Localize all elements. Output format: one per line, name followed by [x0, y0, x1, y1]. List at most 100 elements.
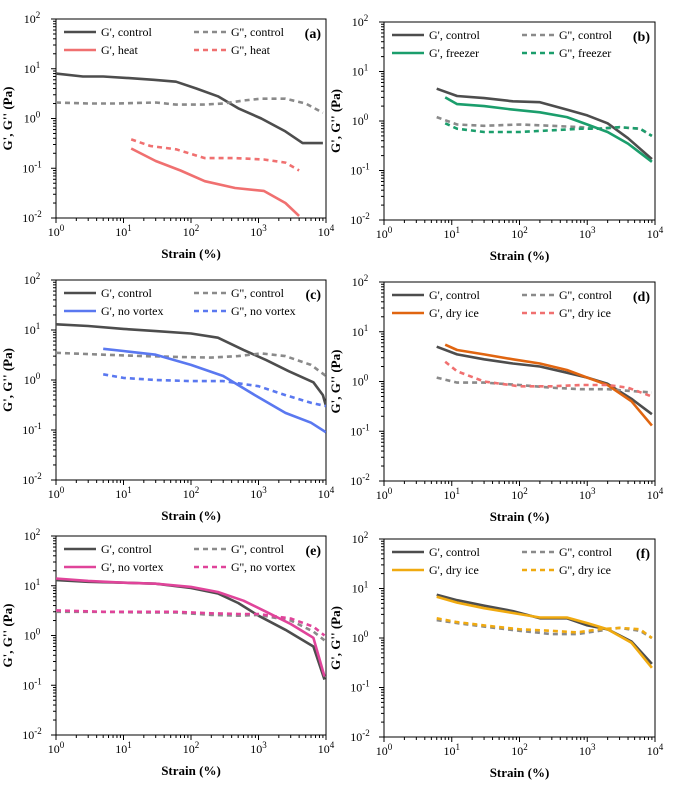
x-tick-exponent: 2: [523, 742, 528, 752]
series-line: [56, 577, 326, 677]
x-axis-title: Strain (%): [161, 246, 221, 261]
legend-label: G', control: [429, 545, 480, 559]
panel-label: (b): [633, 30, 650, 45]
legend-label: G'', control: [231, 25, 285, 39]
x-tick-exponent: 4: [330, 740, 335, 750]
x-tick-label: 103: [579, 486, 596, 502]
panel-label: (c): [305, 288, 321, 303]
series-line: [56, 609, 326, 637]
y-tick-exponent: 0: [36, 371, 41, 381]
x-tick-exponent: 4: [659, 486, 664, 496]
y-tick-label: 100: [352, 373, 369, 389]
x-tick-exponent: 3: [262, 485, 267, 495]
y-tick-exponent: -2: [362, 211, 370, 221]
series-line: [436, 595, 653, 669]
legend-label: G'', control: [559, 28, 613, 42]
x-tick-label: 102: [183, 740, 200, 756]
series-line: [56, 97, 324, 114]
plot-area: [436, 343, 653, 427]
x-tick-exponent: 1: [127, 740, 132, 750]
series-line: [444, 96, 653, 163]
x-tick-exponent: 0: [388, 225, 393, 235]
x-tick-exponent: 0: [60, 485, 65, 495]
y-tick-exponent: 0: [36, 627, 41, 637]
y-tick-exponent: 0: [364, 373, 369, 383]
series-line: [436, 87, 653, 161]
series-line: [130, 147, 300, 217]
x-axis-title: Strain (%): [161, 763, 221, 778]
legend-label: G'', control: [559, 545, 613, 559]
y-tick-exponent: 2: [36, 527, 41, 537]
y-tick-label: 102: [352, 273, 369, 289]
x-tick-exponent: 3: [591, 486, 596, 496]
series-line: [130, 138, 300, 172]
y-tick-label: 101: [24, 577, 41, 593]
x-tick-exponent: 1: [127, 485, 132, 495]
x-tick-label: 104: [318, 740, 335, 756]
y-axis-title: G', G'' (Pa): [0, 348, 15, 412]
y-tick-label: 10-1: [350, 162, 370, 178]
y-tick-exponent: -1: [34, 159, 42, 169]
x-tick-exponent: 1: [456, 742, 461, 752]
legend-label: G', dry ice: [429, 563, 479, 577]
x-tick-exponent: 1: [456, 486, 461, 496]
x-tick-exponent: 2: [195, 485, 200, 495]
legend-label: G', control: [101, 286, 152, 300]
x-tick-exponent: 3: [262, 740, 267, 750]
y-tick-label: 100: [352, 629, 369, 645]
x-tick-label: 103: [579, 742, 596, 758]
y-axis-title: G', G'' (Pa): [328, 89, 343, 153]
series-line: [436, 115, 653, 138]
plot-area: [56, 577, 326, 681]
x-tick-label: 100: [48, 485, 65, 501]
x-tick-label: 102: [183, 485, 200, 501]
x-axis-title: Strain (%): [490, 765, 550, 780]
x-tick-label: 103: [579, 225, 596, 241]
legend-label: G'', no vortex: [231, 560, 296, 574]
legend-label: G', control: [429, 288, 480, 302]
y-tick-label: 100: [24, 371, 41, 387]
y-tick-exponent: -1: [362, 679, 370, 689]
x-tick-exponent: 1: [456, 225, 461, 235]
x-tick-label: 103: [250, 485, 267, 501]
legend-label: G'', dry ice: [559, 306, 611, 320]
x-tick-label: 104: [647, 742, 664, 758]
y-axis-title: G', G'' (Pa): [0, 87, 15, 151]
y-tick-exponent: -1: [362, 422, 370, 432]
y-tick-exponent: 2: [36, 10, 41, 20]
series-line: [436, 617, 653, 640]
panel-label: (f): [636, 547, 650, 562]
series-line: [56, 578, 326, 681]
y-tick-label: 10-2: [22, 209, 42, 225]
legend-label: G', no vortex: [101, 304, 163, 318]
series-line: [444, 343, 653, 427]
y-tick-exponent: -1: [34, 421, 42, 431]
y-tick-label: 102: [352, 13, 369, 29]
x-tick-label: 103: [250, 223, 267, 239]
legend-label: G'', no vortex: [231, 304, 296, 318]
y-tick-exponent: -2: [34, 471, 42, 481]
series-line: [56, 351, 326, 378]
x-axis-title: Strain (%): [490, 509, 550, 524]
axis-frame: [55, 18, 327, 219]
x-tick-exponent: 2: [195, 223, 200, 233]
x-tick-exponent: 0: [60, 223, 65, 233]
x-tick-label: 100: [376, 225, 393, 241]
y-tick-label: 10-1: [350, 679, 370, 695]
panel-label: (e): [305, 544, 321, 559]
series-line: [56, 72, 323, 145]
x-axis-title: Strain (%): [490, 248, 550, 263]
y-tick-exponent: -2: [362, 472, 370, 482]
axis-frame: [383, 281, 656, 482]
y-axis-title: G', G'' (Pa): [0, 604, 15, 668]
y-tick-label: 102: [24, 527, 41, 543]
y-tick-label: 10-1: [22, 676, 42, 692]
series-line: [103, 347, 326, 434]
x-tick-label: 102: [511, 225, 528, 241]
